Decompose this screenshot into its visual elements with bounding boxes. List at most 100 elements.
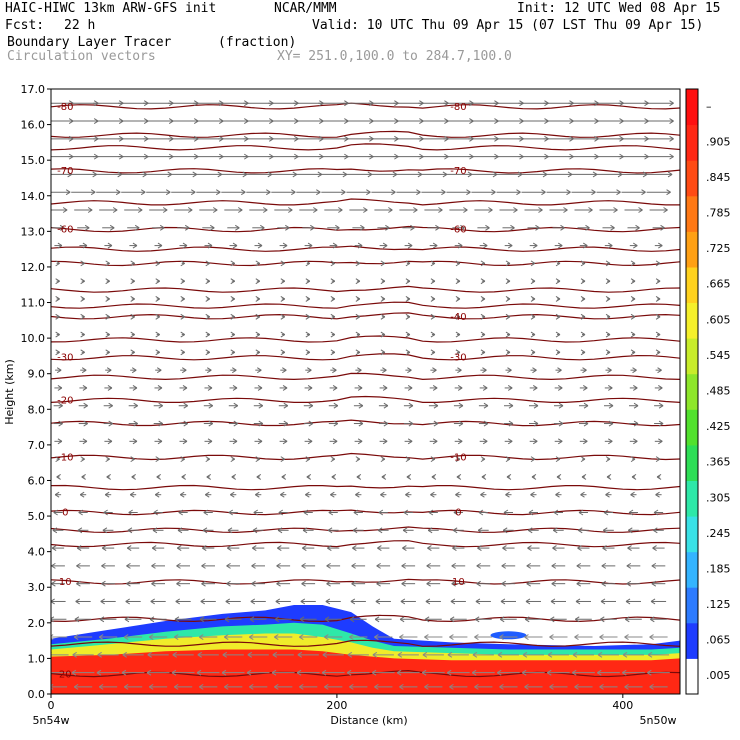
wind-vector: [655, 367, 662, 374]
wind-vector: [130, 367, 137, 374]
wind-vector: [230, 260, 236, 267]
wind-vector: [402, 527, 414, 534]
wind-vector: [628, 527, 639, 534]
wind-vector: [278, 402, 289, 409]
wind-vector: [330, 367, 337, 374]
wind-vector: [199, 207, 218, 213]
wind-vector: [54, 242, 63, 249]
wind-vector: [447, 651, 469, 658]
wind-vector: [427, 527, 439, 534]
wind-vector: [531, 473, 537, 480]
wind-vector: [196, 189, 221, 196]
wind-vector: [480, 313, 486, 320]
wind-vector: [77, 527, 89, 534]
wind-vector: [630, 331, 636, 338]
wind-vector: [646, 189, 671, 196]
wind-vector: [247, 651, 269, 658]
wind-vector: [73, 634, 93, 640]
wind-vector: [500, 598, 516, 605]
wind-vector: [278, 420, 289, 427]
wind-vector: [149, 616, 167, 623]
wind-vector: [626, 562, 641, 569]
wind-vector: [499, 683, 518, 690]
colorbar-swatch: [686, 89, 698, 126]
wind-vector: [180, 260, 185, 267]
wind-vector: [329, 438, 338, 445]
wind-vector: [255, 278, 261, 285]
wind-vector: [51, 616, 67, 623]
wind-vector: [201, 562, 215, 569]
wind-vector: [474, 616, 492, 623]
wind-vector: [471, 189, 496, 196]
wind-vector: [651, 580, 666, 587]
wind-vector: [128, 420, 138, 427]
wind-vector: [624, 634, 643, 640]
wind-vector: [600, 598, 616, 605]
wind-vector: [78, 509, 88, 516]
wind-vector: [79, 438, 88, 445]
wind-vector: [479, 385, 488, 391]
wind-vector: [656, 473, 662, 480]
wind-vector: [299, 616, 317, 623]
wind-vector: [655, 296, 661, 302]
wind-vector: [301, 562, 316, 569]
x-left-endpoint: 5n54w: [33, 714, 70, 727]
wind-vector: [131, 473, 136, 480]
wind-vector: [205, 331, 211, 338]
wind-vector: [296, 669, 320, 676]
wind-vector: [404, 385, 413, 391]
wind-vector: [605, 313, 611, 320]
wind-vector: [381, 473, 387, 480]
wind-vector: [555, 349, 561, 356]
wind-vector: [374, 634, 393, 640]
wind-vector: [446, 189, 471, 196]
wind-vector: [251, 562, 265, 569]
wind-vector: [554, 385, 563, 391]
colorbar-label: .725: [706, 242, 731, 255]
wind-vector: [452, 224, 465, 231]
wind-vector: [530, 331, 536, 338]
isotherm-label: 10: [452, 577, 465, 588]
isotherm-line: [51, 452, 680, 461]
colorbar-swatch: [686, 587, 698, 624]
wind-vector: [322, 651, 344, 658]
wind-vector: [349, 207, 368, 213]
wind-vector: [372, 651, 394, 658]
wind-vector: [529, 420, 539, 427]
wind-vector: [205, 456, 211, 463]
wind-vector: [525, 598, 541, 605]
wind-vector: [502, 224, 515, 231]
wind-vector: [346, 189, 371, 196]
wind-vector: [419, 171, 448, 178]
init-time: Init: 12 UTC Wed 08 Apr 15: [517, 1, 721, 16]
wind-vector: [278, 509, 288, 516]
wind-vector: [169, 171, 197, 178]
wind-vector: [430, 491, 437, 498]
wind-vector: [55, 456, 60, 463]
colorbar-label: .365: [706, 456, 731, 469]
wind-vector: [452, 545, 465, 552]
wind-vector: [227, 527, 239, 534]
wind-vector: [55, 260, 60, 267]
wind-vector: [377, 545, 390, 552]
wind-vector: [430, 367, 437, 374]
wind-vector: [528, 509, 538, 516]
wind-vector: [480, 296, 486, 302]
wind-vector: [349, 683, 368, 690]
wind-vector: [355, 313, 361, 320]
wind-vector: [570, 171, 598, 178]
wind-vector: [255, 491, 262, 498]
y-tick-label: 0.0: [28, 688, 46, 701]
wind-vector: [280, 278, 286, 285]
wind-vector: [497, 651, 519, 658]
wind-vector: [230, 491, 237, 498]
wind-vector: [253, 420, 264, 427]
wind-vector: [253, 402, 264, 409]
wind-vector: [330, 349, 336, 356]
wind-vector: [177, 527, 189, 534]
wind-vector: [153, 509, 163, 516]
wind-vector: [276, 580, 291, 587]
wind-vector: [478, 509, 488, 516]
wind-vector: [380, 349, 386, 356]
